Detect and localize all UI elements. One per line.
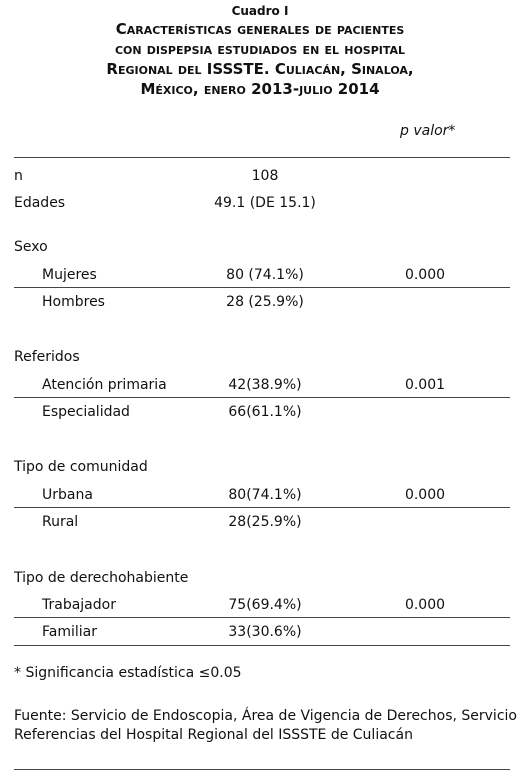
cell-value: 75(69.4%) (228, 597, 302, 613)
footnote: * Significancia estadística ≤0.05 (14, 665, 242, 681)
cell-value: 28(25.9%) (228, 514, 302, 530)
rule (14, 645, 510, 646)
p-header: p valor* (400, 123, 456, 139)
row-label: Rural (42, 514, 79, 530)
rule (14, 157, 510, 158)
row-label: Hombres (42, 294, 105, 310)
title-line: con dispepsia estudiados en el hospital (114, 40, 406, 58)
rule (14, 769, 510, 770)
cell-value: 80 (74.1%) (226, 267, 304, 283)
row-label: Familiar (42, 624, 97, 640)
p-value: 0.001 (404, 377, 446, 393)
title-line: Regional del ISSSTE. Culiacán, Sinaloa, (106, 60, 414, 78)
cell-value: 28 (25.9%) (226, 294, 304, 310)
source-line: Fuente: Servicio de Endoscopia, Área de … (14, 708, 520, 724)
p-value: 0.000 (404, 597, 446, 613)
rule (14, 507, 510, 508)
row-label: Tipo de derechohabiente (14, 570, 189, 586)
cell-value: 66(61.1%) (228, 404, 302, 420)
rule (14, 617, 510, 618)
rule (14, 287, 510, 288)
cell-value: 42(38.9%) (228, 377, 302, 393)
row-label: Mujeres (42, 267, 97, 283)
title-line: México, enero 2013-julio 2014 (140, 80, 380, 98)
row-label: Sexo (14, 239, 48, 255)
row-label: Trabajador (42, 597, 116, 613)
row-label: n (14, 168, 23, 184)
row-label: Referidos (14, 349, 80, 365)
rule (14, 397, 510, 398)
source-line: Referencias del Hospital Regional del IS… (14, 727, 413, 743)
row-label: Tipo de comunidad (14, 459, 148, 475)
row-label: Edades (14, 195, 66, 211)
p-value: 0.000 (404, 487, 446, 503)
row-label: Urbana (42, 487, 93, 503)
row-label: Especialidad (42, 404, 130, 420)
p-value: 0.000 (404, 267, 446, 283)
cell-value: 80(74.1%) (228, 487, 302, 503)
cell-value: 49.1 (DE 15.1) (214, 195, 316, 211)
row-label: Atención primaria (42, 377, 167, 393)
table-label: Cuadro I (231, 4, 289, 18)
cell-value: 108 (251, 168, 279, 184)
cell-value: 33(30.6%) (228, 624, 302, 640)
title-line: Características generales de pacientes (115, 20, 405, 38)
